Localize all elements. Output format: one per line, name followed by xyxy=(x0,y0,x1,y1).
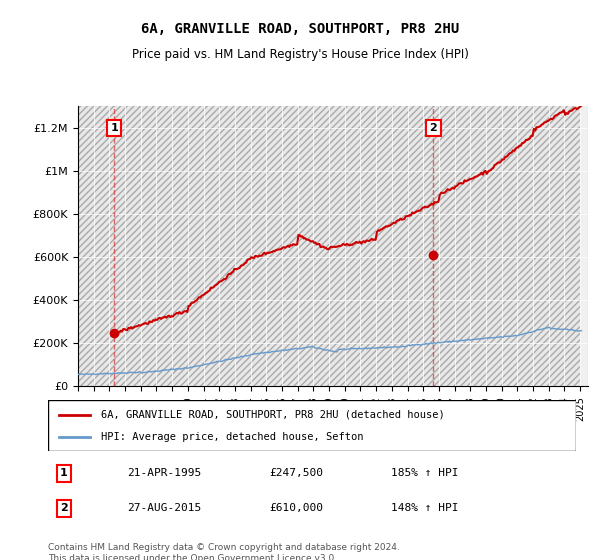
Text: 2: 2 xyxy=(430,123,437,133)
Text: 148% ↑ HPI: 148% ↑ HPI xyxy=(391,503,459,514)
Text: Price paid vs. HM Land Registry's House Price Index (HPI): Price paid vs. HM Land Registry's House … xyxy=(131,48,469,60)
Text: 1: 1 xyxy=(110,123,118,133)
Text: 2: 2 xyxy=(60,503,68,514)
Text: 6A, GRANVILLE ROAD, SOUTHPORT, PR8 2HU (detached house): 6A, GRANVILLE ROAD, SOUTHPORT, PR8 2HU (… xyxy=(101,409,445,419)
Text: £247,500: £247,500 xyxy=(270,468,324,478)
FancyBboxPatch shape xyxy=(48,400,576,451)
Text: 21-APR-1995: 21-APR-1995 xyxy=(127,468,202,478)
Text: 27-AUG-2015: 27-AUG-2015 xyxy=(127,503,202,514)
Text: HPI: Average price, detached house, Sefton: HPI: Average price, detached house, Seft… xyxy=(101,432,364,442)
Text: 185% ↑ HPI: 185% ↑ HPI xyxy=(391,468,459,478)
Text: 1: 1 xyxy=(60,468,68,478)
Text: 6A, GRANVILLE ROAD, SOUTHPORT, PR8 2HU: 6A, GRANVILLE ROAD, SOUTHPORT, PR8 2HU xyxy=(141,22,459,36)
Text: Contains HM Land Registry data © Crown copyright and database right 2024.
This d: Contains HM Land Registry data © Crown c… xyxy=(48,543,400,560)
Text: £610,000: £610,000 xyxy=(270,503,324,514)
